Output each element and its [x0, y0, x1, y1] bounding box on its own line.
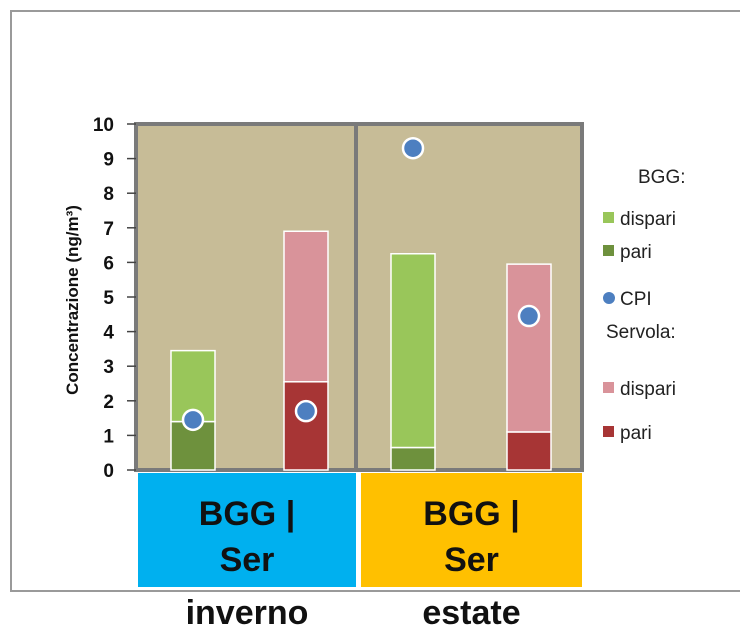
y-tick-label-0: 0: [103, 461, 114, 482]
cpi-point-inverno-Servola: [296, 401, 316, 421]
cpi-point-estate-BGG: [403, 138, 423, 158]
legend-swatch-3: [603, 292, 615, 304]
season-name-estate: estate: [361, 594, 582, 633]
y-tick-label-6: 6: [103, 253, 114, 274]
y-tick-label-5: 5: [103, 288, 114, 309]
legend-label-5: dispari: [620, 379, 676, 400]
bar-pari-estate-Servola: [507, 432, 551, 470]
legend-swatch-2: [603, 245, 614, 256]
group-label-inverno: BGG | Ser: [182, 491, 312, 583]
legend: BGG: dispari pari CPI Servola: dispari pari: [603, 167, 686, 444]
legend-swatch-6: [603, 426, 614, 437]
season-name-inverno: inverno: [138, 594, 356, 633]
y-tick-label-9: 9: [103, 150, 114, 171]
y-tick-label-1: 1: [103, 426, 114, 447]
y-tick-label-8: 8: [103, 184, 114, 205]
group-label-box-inverno: BGG | Ser: [138, 473, 356, 587]
bar-pari-estate-BGG: [391, 448, 435, 470]
legend-swatch-5: [603, 382, 614, 393]
group-label-box-estate: BGG | Ser: [361, 473, 582, 587]
y-tick-label-7: 7: [103, 219, 114, 240]
y-tick-label-2: 2: [103, 392, 114, 413]
legend-swatch-1: [603, 212, 614, 223]
bar-pari-inverno-Servola: [284, 382, 328, 470]
y-tick-label-3: 3: [103, 357, 114, 378]
bar-dispari-inverno-Servola: [284, 231, 328, 382]
legend-heading-0: BGG:: [638, 167, 686, 188]
y-axis: 0 1 2 3 4 5 6 7 8 9 10: [93, 115, 136, 482]
bar-dispari-estate-BGG: [391, 254, 435, 448]
legend-label-1: dispari: [620, 209, 676, 230]
group-label-estate: BGG | Ser: [407, 491, 537, 583]
bar-dispari-estate-Servola: [507, 264, 551, 432]
legend-label-3: CPI: [620, 289, 652, 310]
y-tick-label-10: 10: [93, 115, 114, 136]
legend-label-2: pari: [620, 242, 652, 263]
y-tick-label-4: 4: [103, 323, 114, 344]
cpi-point-inverno-BGG: [183, 410, 203, 430]
legend-label-6: pari: [620, 423, 652, 444]
legend-heading-4: Servola:: [606, 322, 676, 343]
cpi-point-estate-Servola: [519, 306, 539, 326]
y-axis-title: Concentrazione (ng/m³): [63, 205, 82, 395]
